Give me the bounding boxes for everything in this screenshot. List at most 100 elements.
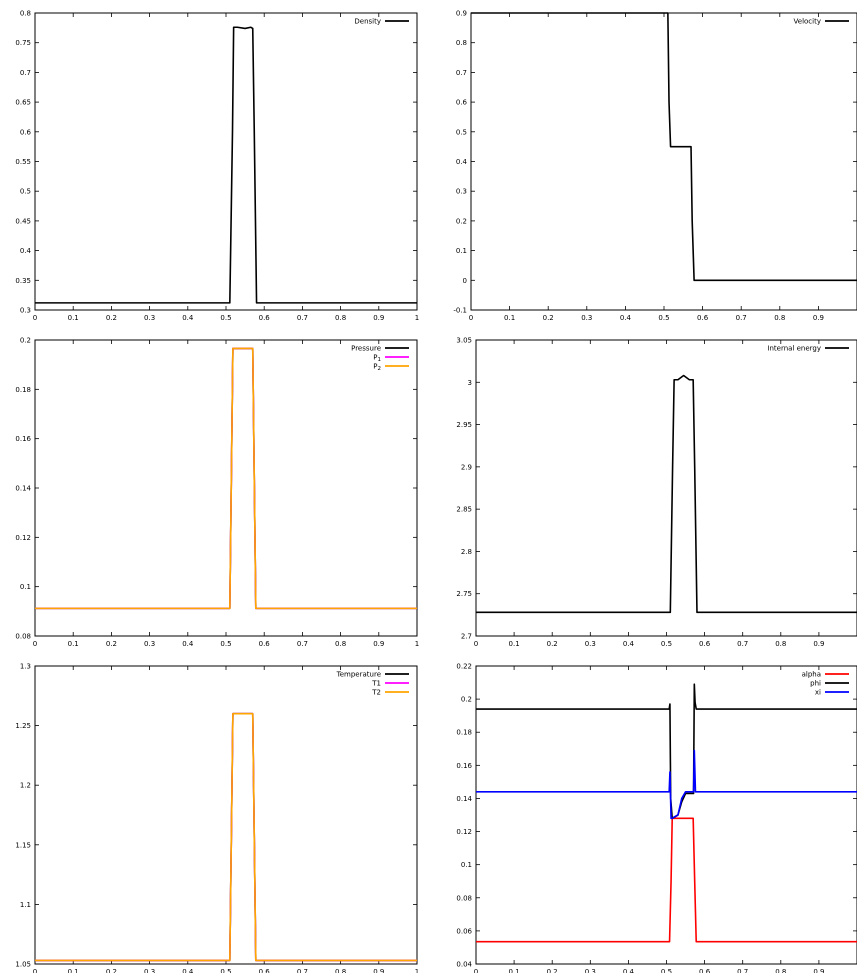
y-tick-label: 0.18 [456, 729, 472, 737]
y-tick-label: 2.9 [461, 463, 472, 471]
plot-frame [34, 339, 418, 637]
series-line-1 [35, 26, 417, 304]
x-tick-label: 0.3 [581, 314, 592, 322]
x-tick-label: 0 [33, 640, 37, 648]
y-tick-label: 0.6 [20, 128, 32, 136]
x-tick-label: 0.2 [106, 314, 117, 322]
legend-label: Internal energy [767, 345, 821, 353]
x-tick-label: 1 [415, 968, 419, 973]
y-tick-label: 0.2 [20, 337, 31, 345]
y-tick-label: 0.04 [456, 961, 472, 969]
x-tick-label: 0.1 [504, 314, 515, 322]
plot-frame [475, 339, 857, 637]
y-tick-label: 0.2 [461, 696, 472, 704]
plot-frame [470, 12, 857, 311]
y-tick-label: 1.15 [15, 841, 31, 849]
y-tick-label: 0.16 [15, 435, 31, 443]
y-tick-label: 0.4 [456, 158, 468, 166]
x-tick-label: 0.6 [259, 968, 271, 973]
y-tick-label: 0.1 [20, 583, 31, 591]
legend-label: P1 [373, 354, 381, 364]
series-line-2 [476, 683, 857, 820]
y-tick-label: 2.95 [456, 421, 472, 429]
legend-label: phi [810, 680, 821, 688]
y-tick-label: 0.22 [456, 663, 472, 671]
x-tick-label: 0.1 [68, 640, 79, 648]
x-tick-label: 0.1 [509, 968, 520, 973]
x-tick-label: 0.4 [623, 640, 635, 648]
x-tick-label: 0.3 [144, 968, 155, 973]
x-tick-label: 0.8 [775, 640, 786, 648]
x-tick-label: 0 [474, 968, 478, 973]
x-tick-label: 0.7 [737, 640, 748, 648]
y-tick-label: 0.18 [15, 386, 31, 394]
chart-panel-5: 0 0.1 0.2 0.3 0.4 0.5 0.6 0.7 0.8 0.9 1 1.05 1.1 1.15… [15, 663, 419, 973]
x-tick-label: 0.6 [697, 314, 709, 322]
y-tick-label: 2.75 [456, 590, 472, 598]
x-tick-label: 0.8 [774, 314, 785, 322]
x-tick-label: 0.1 [509, 640, 520, 648]
x-tick-label: 0.6 [259, 640, 271, 648]
y-tick-label: 3.05 [456, 337, 472, 345]
x-tick-label: 0.4 [623, 968, 635, 973]
y-tick-label: 0.8 [456, 39, 467, 47]
y-tick-label: 1.25 [15, 722, 31, 730]
x-tick-label: 0.5 [658, 314, 669, 322]
x-tick-label: 0 [33, 314, 37, 322]
x-tick-label: 0.8 [335, 640, 346, 648]
y-tick-label: 0.14 [15, 485, 31, 493]
x-tick-label: 0 [474, 640, 478, 648]
x-tick-label: 0.2 [547, 640, 558, 648]
legend-label: Pressure [351, 345, 381, 353]
legend-label: T2 [371, 689, 381, 697]
y-tick-label: 0.06 [456, 927, 472, 935]
chart-panel-1: 0 0.1 0.2 0.3 0.4 0.5 0.6 0.7 0.8 0.9 1 0.3 0.35 0.4 0… [15, 10, 419, 323]
x-tick-label: 0.1 [68, 968, 79, 973]
legend-label: xi [815, 689, 821, 697]
chart-panel-3: 0 0.1 0.2 0.3 0.4 0.5 0.6 0.7 0.8 0.9 1 0.08 0.1 0.12… [15, 337, 419, 649]
y-tick-label: 0.6 [456, 99, 468, 107]
x-tick-label: 0.2 [547, 968, 558, 973]
x-tick-label: 0.4 [620, 314, 632, 322]
x-tick-label: 0.3 [144, 640, 155, 648]
y-tick-label: 0.55 [15, 158, 31, 166]
y-tick-label: 0.4 [20, 247, 32, 255]
series-line-1 [476, 817, 857, 943]
x-tick-label: 0.8 [335, 968, 346, 973]
x-tick-label: 0.9 [813, 640, 824, 648]
x-tick-label: 0.4 [182, 968, 194, 973]
x-tick-label: 0.2 [106, 968, 117, 973]
x-tick-label: 0.9 [373, 314, 384, 322]
y-tick-label: 0.7 [20, 69, 31, 77]
y-tick-label: 0.7 [456, 69, 467, 77]
legend-label: alpha [802, 671, 821, 679]
legend-label: Density [354, 18, 381, 26]
legend-label: P2 [373, 363, 381, 373]
x-tick-label: 0.1 [68, 314, 79, 322]
y-tick-label: 0.12 [15, 534, 31, 542]
x-tick-label: 0.2 [543, 314, 554, 322]
y-tick-label: 0.2 [456, 217, 467, 225]
y-tick-label: 0.8 [20, 10, 31, 18]
y-tick-label: 0.3 [20, 307, 31, 315]
x-tick-label: 0.7 [737, 968, 748, 973]
y-tick-label: 1.05 [15, 961, 31, 969]
y-tick-label: 0.45 [15, 217, 31, 225]
y-tick-label: 0.08 [456, 894, 472, 902]
x-tick-label: 0.5 [661, 968, 672, 973]
plot-frame [34, 12, 418, 311]
x-tick-label: 0.4 [182, 314, 194, 322]
y-tick-label: 0.5 [20, 188, 31, 196]
y-tick-label: 1.3 [20, 663, 31, 671]
chart-panel-4: 0 0.1 0.2 0.3 0.4 0.5 0.6 0.7 0.8 0.9 2.7 2.75 2.8 2.… [456, 337, 857, 648]
x-tick-label: 0 [469, 314, 473, 322]
series-line-2 [35, 347, 417, 610]
x-tick-label: 0.3 [585, 640, 596, 648]
y-tick-label: 0.3 [456, 188, 467, 196]
x-tick-label: 0.3 [585, 968, 596, 973]
legend-label: T1 [371, 680, 381, 688]
y-tick-label: 0.9 [456, 10, 467, 18]
y-tick-label: 0.16 [456, 762, 472, 770]
x-tick-label: 1 [415, 640, 419, 648]
